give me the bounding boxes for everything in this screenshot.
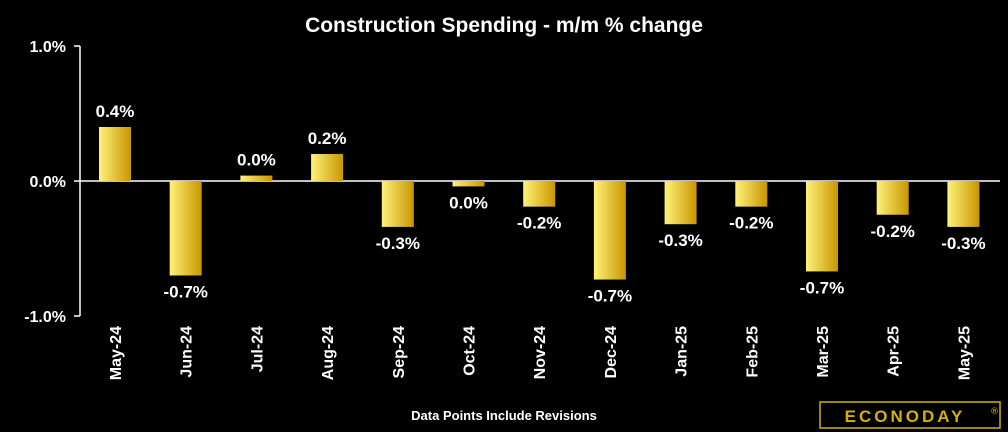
category-label: Mar-25 [815, 326, 832, 378]
y-tick-label: 1.0% [30, 39, 66, 56]
data-labels-group: 0.4% -0.7% 0.0% 0.2% -0.3% 0.0% -0.2% -0.7% -0.3… [96, 102, 986, 306]
bar [735, 181, 768, 207]
bar [381, 181, 414, 227]
bar [523, 181, 556, 207]
data-label: 0.2% [308, 129, 347, 148]
bar [593, 181, 626, 280]
y-tick-label: 0.0% [30, 174, 66, 191]
data-label: -0.3% [941, 234, 985, 253]
data-label: -0.2% [517, 214, 561, 233]
bar [99, 127, 131, 181]
bar [947, 181, 980, 227]
category-label: Jun-24 [179, 326, 196, 378]
bar [806, 181, 838, 272]
category-label: Aug-24 [320, 326, 337, 380]
data-label: -0.3% [658, 231, 702, 250]
category-label: Oct-24 [462, 326, 479, 376]
category-label: Dec-24 [603, 326, 620, 379]
data-label: -0.7% [588, 287, 632, 306]
econoday-logo: ECONODAY ® [819, 401, 1001, 429]
category-label: Nov-24 [532, 326, 549, 379]
category-label: Feb-25 [744, 326, 761, 378]
data-label: -0.2% [870, 222, 914, 241]
data-label: 0.4% [96, 102, 135, 121]
logo-text: ECONODAY [845, 407, 966, 426]
logo-frame [819, 401, 1001, 429]
bar [169, 181, 202, 276]
axes: 1.0% 0.0% -1.0% [24, 39, 1000, 326]
category-label: Jul-24 [249, 326, 266, 372]
category-label: Apr-25 [886, 326, 903, 377]
category-labels-group: May-24 Jun-24 Jul-24 Aug-24 Sep-24 Oct-24 Nov-… [108, 326, 973, 380]
category-label: May-24 [108, 326, 125, 380]
data-label: -0.7% [163, 283, 207, 302]
footnote: Data Points Include Revisions [411, 408, 597, 423]
category-label: Sep-24 [391, 326, 408, 379]
category-label: May-25 [956, 326, 973, 380]
bars-group [99, 127, 980, 280]
data-label: -0.2% [729, 214, 773, 233]
chart-title: Construction Spending - m/m % change [305, 14, 703, 37]
logo-mark: ® [990, 407, 999, 417]
category-label: Jan-25 [674, 326, 691, 377]
bar [876, 181, 909, 215]
data-label: 0.0% [237, 151, 276, 170]
bar [240, 175, 273, 181]
bar [664, 181, 697, 225]
bar [452, 181, 485, 187]
data-label: -0.3% [376, 234, 420, 253]
y-tick-label: -1.0% [24, 309, 66, 326]
data-label: -0.7% [800, 278, 844, 297]
data-label: 0.0% [449, 193, 488, 212]
bar [311, 154, 344, 181]
